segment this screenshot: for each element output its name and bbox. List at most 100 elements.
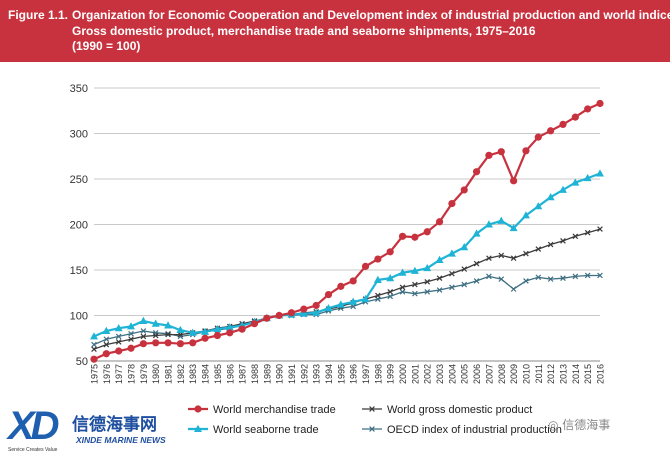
data-point	[535, 246, 542, 252]
data-point	[398, 268, 407, 276]
data-point	[336, 300, 345, 308]
data-point	[201, 327, 210, 335]
data-point	[387, 289, 394, 295]
data-point	[410, 266, 419, 274]
watermark-text: 信德海事	[562, 418, 611, 432]
figure-title-line: Gross domestic product, merchandise trad…	[72, 23, 536, 38]
data-point	[386, 273, 395, 282]
data-point	[115, 339, 122, 345]
data-point	[571, 178, 580, 186]
data-point	[596, 99, 604, 108]
x-tick-label: 2012	[546, 364, 556, 384]
data-point	[176, 340, 184, 348]
x-tick-label: 1976	[102, 364, 112, 384]
figure-header: Figure 1.1. Organization for Economic Co…	[0, 0, 670, 62]
data-point	[498, 276, 505, 282]
data-point	[165, 331, 171, 338]
data-point	[374, 255, 382, 263]
data-point	[299, 309, 308, 317]
x-tick-label: 1979	[139, 364, 149, 384]
x-tick-label: 1989	[262, 364, 272, 384]
data-point	[103, 341, 110, 348]
x-tick-labels: 1975 1976 1977 1978 1979 1980 1981 1982 1983 1984…	[90, 364, 606, 384]
legend-marker	[194, 424, 202, 432]
data-point	[201, 334, 209, 342]
data-point	[103, 336, 110, 342]
data-point	[523, 250, 529, 257]
data-point	[497, 148, 505, 156]
legend-item: World gross domestic product	[362, 404, 532, 416]
legend-marker	[369, 426, 375, 432]
legend: World merchandise trade World seaborne tr…	[188, 404, 562, 436]
data-point	[115, 347, 123, 355]
data-point	[510, 286, 517, 292]
y-tick-label: 350	[70, 83, 88, 95]
data-point	[423, 263, 432, 272]
x-tick-label: 1975	[90, 364, 100, 384]
figure-title: Organization for Economic Cooperation an…	[72, 8, 670, 55]
data-point	[424, 279, 431, 285]
y-tick-label: 300	[70, 129, 88, 141]
x-tick-label: 1984	[201, 364, 211, 384]
x-tick-label: 2006	[472, 364, 482, 384]
data-point	[572, 233, 579, 240]
data-point	[213, 324, 222, 333]
legend-marker	[369, 406, 375, 412]
x-tick-label: 2015	[583, 364, 593, 384]
data-point	[498, 252, 505, 259]
x-tick-label: 2002	[423, 364, 433, 384]
data-point	[547, 127, 555, 135]
legend-item: World seaborne trade	[188, 424, 319, 436]
y-tick-label: 200	[70, 220, 88, 232]
data-point	[140, 333, 147, 340]
data-point	[510, 177, 518, 185]
data-point	[164, 339, 172, 347]
data-point	[387, 293, 394, 300]
wechat-watermark: ◎ 信德海事	[548, 418, 611, 432]
series-merchandise	[90, 99, 604, 363]
data-point	[572, 273, 579, 280]
y-tick-label: 250	[70, 174, 88, 186]
data-point	[584, 105, 592, 113]
data-point	[447, 249, 456, 257]
data-point	[90, 355, 98, 363]
data-point	[583, 173, 592, 182]
legend-label: World gross domestic product	[387, 404, 532, 416]
legend-label: World merchandise trade	[213, 404, 336, 416]
data-point	[571, 113, 579, 121]
data-point	[597, 226, 603, 232]
series-lines	[90, 99, 604, 363]
data-point	[435, 218, 444, 226]
data-point	[412, 290, 418, 297]
data-point	[596, 169, 604, 177]
data-point	[386, 248, 394, 256]
data-point	[263, 314, 271, 322]
data-point	[435, 255, 444, 263]
logo-name-en: XINDE MARINE NEWS	[76, 435, 166, 445]
data-point	[139, 340, 147, 348]
data-point	[151, 319, 160, 327]
x-tick-label: 1990	[275, 364, 285, 384]
x-tick-label: 1999	[386, 364, 396, 384]
data-point	[597, 272, 603, 279]
data-point	[486, 273, 492, 280]
x-tick-label: 1987	[238, 364, 248, 384]
x-tick-label: 1982	[176, 364, 186, 384]
data-point	[461, 281, 468, 288]
data-point	[324, 304, 333, 312]
x-tick-label: 1991	[287, 364, 297, 384]
data-point	[91, 341, 97, 348]
data-point	[559, 120, 567, 128]
x-tick-label: 2003	[435, 364, 445, 384]
data-point	[373, 275, 382, 284]
data-point	[584, 229, 591, 236]
data-point	[436, 275, 443, 282]
x-tick-label: 2004	[447, 364, 457, 384]
series-line	[93, 172, 601, 338]
y-tick-label: 50	[76, 356, 88, 368]
data-point	[472, 168, 481, 176]
data-point	[547, 241, 554, 248]
data-point	[473, 260, 480, 267]
publisher-logo: XD 信德海事网 XINDE MARINE NEWS Service Creat…	[4, 404, 194, 456]
x-tick-label: 1980	[151, 364, 161, 384]
